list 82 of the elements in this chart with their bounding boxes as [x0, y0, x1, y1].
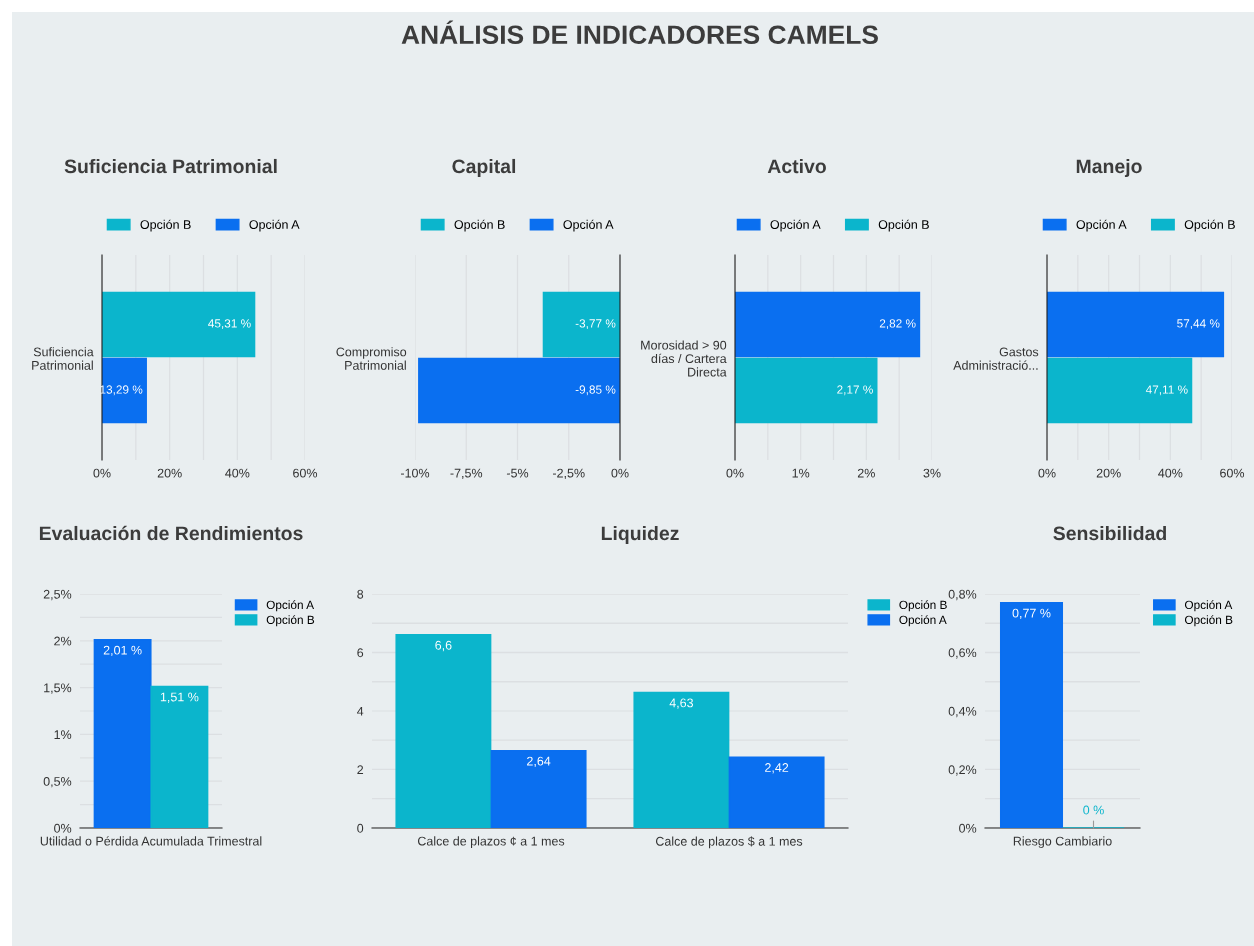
- x-tick-label: -5%: [506, 468, 529, 478]
- legend-label: Opción B: [1184, 615, 1233, 627]
- x-tick-label: -2,5%: [552, 468, 585, 479]
- chart-title: Manejo: [1076, 158, 1142, 178]
- y-tick-label: 0: [357, 823, 364, 833]
- chart-title: Activo: [767, 158, 826, 174]
- y-tick-label: 8: [357, 589, 364, 599]
- data-label: 2,64: [527, 756, 551, 767]
- legend-label: Opción B: [140, 219, 191, 232]
- x-tick-label: 0%: [611, 468, 629, 478]
- y-tick-label: 1,5%: [44, 683, 72, 694]
- legend-label: Opción A: [563, 219, 614, 232]
- legend-label: Opción A: [1076, 219, 1127, 232]
- x-tick-label: 1%: [792, 468, 810, 478]
- y-tick-label: Gastos Administració...: [953, 347, 1039, 370]
- legend-label: Opción A: [249, 219, 300, 232]
- x-tick-label: -7,5%: [450, 468, 483, 479]
- y-tick-label: 2%: [54, 636, 72, 646]
- legend-label: Opción B: [266, 615, 315, 627]
- legend-label: Opción B: [878, 219, 929, 232]
- text: ANÁLISIS DE INDICADORES CAMELS: [401, 20, 878, 45]
- bar: [490, 749, 587, 828]
- bar: [728, 756, 825, 828]
- chart-title: Capital: [452, 158, 516, 178]
- data-label: -9,85 %: [575, 385, 616, 396]
- legend-label: Opción A: [899, 615, 947, 627]
- y-tick-label: 2: [357, 765, 364, 775]
- legend-label: Opción A: [1184, 600, 1233, 612]
- y-tick-label: Morosidad > 90 días / Cartera Directa: [641, 340, 727, 377]
- x-tick-label: 3%: [923, 468, 941, 478]
- data-label: 4,63: [669, 698, 694, 709]
- y-tick-label: 0%: [959, 823, 977, 833]
- bar: [633, 691, 730, 828]
- chart-title: Liquidez: [601, 525, 679, 545]
- x-tick-label: Calce de plazos ¢ a 1 mes: [417, 836, 565, 848]
- data-label: 1,51 %: [160, 692, 199, 703]
- x-tick-label: Utilidad o Pérdida Acumulada Trimestral: [40, 836, 262, 846]
- data-label: 0 %: [1083, 805, 1104, 815]
- x-tick-label: 2%: [857, 468, 875, 478]
- chart-title: Suficiencia Patrimonial: [64, 158, 277, 174]
- y-tick-label: 0,5%: [43, 777, 72, 788]
- legend-label: Opción A: [266, 600, 315, 612]
- data-label: -3,77 %: [575, 319, 616, 329]
- y-tick-label: 0,6%: [948, 648, 977, 659]
- x-tick-label: Riesgo Cambiario: [1013, 836, 1112, 848]
- data-label: 2,42: [765, 763, 789, 774]
- legend-label: Opción B: [899, 600, 947, 612]
- legend-label: Opción B: [454, 219, 505, 232]
- x-tick-label: 60%: [1220, 468, 1245, 478]
- x-tick-label: 40%: [1158, 468, 1183, 478]
- y-tick-label: 4: [357, 706, 364, 716]
- y-tick-label: 0,4%: [948, 706, 977, 718]
- data-label: 45,31 %: [208, 319, 251, 329]
- x-tick-label: 20%: [157, 468, 182, 478]
- y-tick-label: 0%: [54, 823, 72, 833]
- y-tick-label: 1%: [54, 730, 72, 739]
- x-tick-label: -10%: [400, 468, 430, 478]
- data-label: 0,77 %: [1012, 608, 1051, 619]
- x-tick-label: 40%: [225, 468, 250, 478]
- bar: [395, 634, 492, 828]
- y-tick-label: Suficiencia Patrimonial: [32, 347, 94, 370]
- data-label: 2,17 %: [837, 385, 873, 396]
- chart-title: Sensibilidad: [1053, 525, 1166, 541]
- y-tick-label: 2,5%: [43, 589, 72, 601]
- legend-label: Opción A: [770, 219, 821, 232]
- y-tick-label: 0,8%: [948, 589, 977, 601]
- x-tick-label: 0%: [726, 468, 744, 478]
- x-tick-label: 20%: [1096, 468, 1121, 478]
- data-label: 6,6: [435, 640, 452, 652]
- data-label: 57,44 %: [1177, 319, 1220, 329]
- x-tick-label: Calce de plazos $ a 1 mes: [655, 836, 803, 849]
- data-label: 2,01 %: [103, 645, 142, 657]
- legend-label: Opción B: [1184, 219, 1235, 232]
- y-tick-label: 6: [357, 648, 364, 658]
- x-tick-label: 0%: [1038, 468, 1056, 478]
- x-tick-label: 60%: [293, 468, 318, 478]
- y-tick-label: 0,2%: [948, 765, 977, 776]
- y-tick-label: Compromiso Patrimonial: [336, 347, 407, 370]
- x-tick-label: 0%: [93, 468, 111, 478]
- chart-title: Evaluación de Rendimientos: [39, 525, 303, 541]
- data-label: 47,11 %: [1145, 385, 1188, 396]
- data-label: 2,82 %: [879, 319, 916, 329]
